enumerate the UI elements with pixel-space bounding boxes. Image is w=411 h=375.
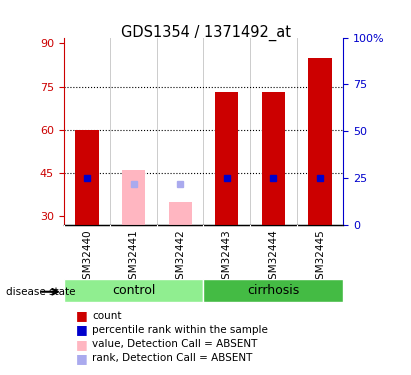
Bar xyxy=(75,130,99,225)
Text: GSM32444: GSM32444 xyxy=(268,230,278,286)
Text: disease state: disease state xyxy=(6,287,76,297)
Text: ■: ■ xyxy=(76,324,88,336)
FancyBboxPatch shape xyxy=(64,279,203,302)
Text: cirrhosis: cirrhosis xyxy=(247,284,300,297)
Text: rank, Detection Call = ABSENT: rank, Detection Call = ABSENT xyxy=(92,354,253,363)
Text: GSM32441: GSM32441 xyxy=(129,230,139,286)
Bar xyxy=(122,170,145,225)
Text: count: count xyxy=(92,311,122,321)
FancyBboxPatch shape xyxy=(203,279,343,302)
Text: GSM32442: GSM32442 xyxy=(175,230,185,286)
Text: GSM32445: GSM32445 xyxy=(315,230,325,286)
Bar xyxy=(215,92,238,225)
Bar xyxy=(169,202,192,225)
Bar xyxy=(262,92,285,225)
Bar xyxy=(308,58,332,225)
Text: GSM32443: GSM32443 xyxy=(222,230,232,286)
Text: ■: ■ xyxy=(76,338,88,351)
Text: GDS1354 / 1371492_at: GDS1354 / 1371492_at xyxy=(120,24,291,40)
Text: percentile rank within the sample: percentile rank within the sample xyxy=(92,325,268,335)
Text: GSM32440: GSM32440 xyxy=(82,230,92,286)
Text: control: control xyxy=(112,284,155,297)
Text: value, Detection Call = ABSENT: value, Detection Call = ABSENT xyxy=(92,339,258,349)
Text: ■: ■ xyxy=(76,309,88,322)
Text: ■: ■ xyxy=(76,352,88,365)
